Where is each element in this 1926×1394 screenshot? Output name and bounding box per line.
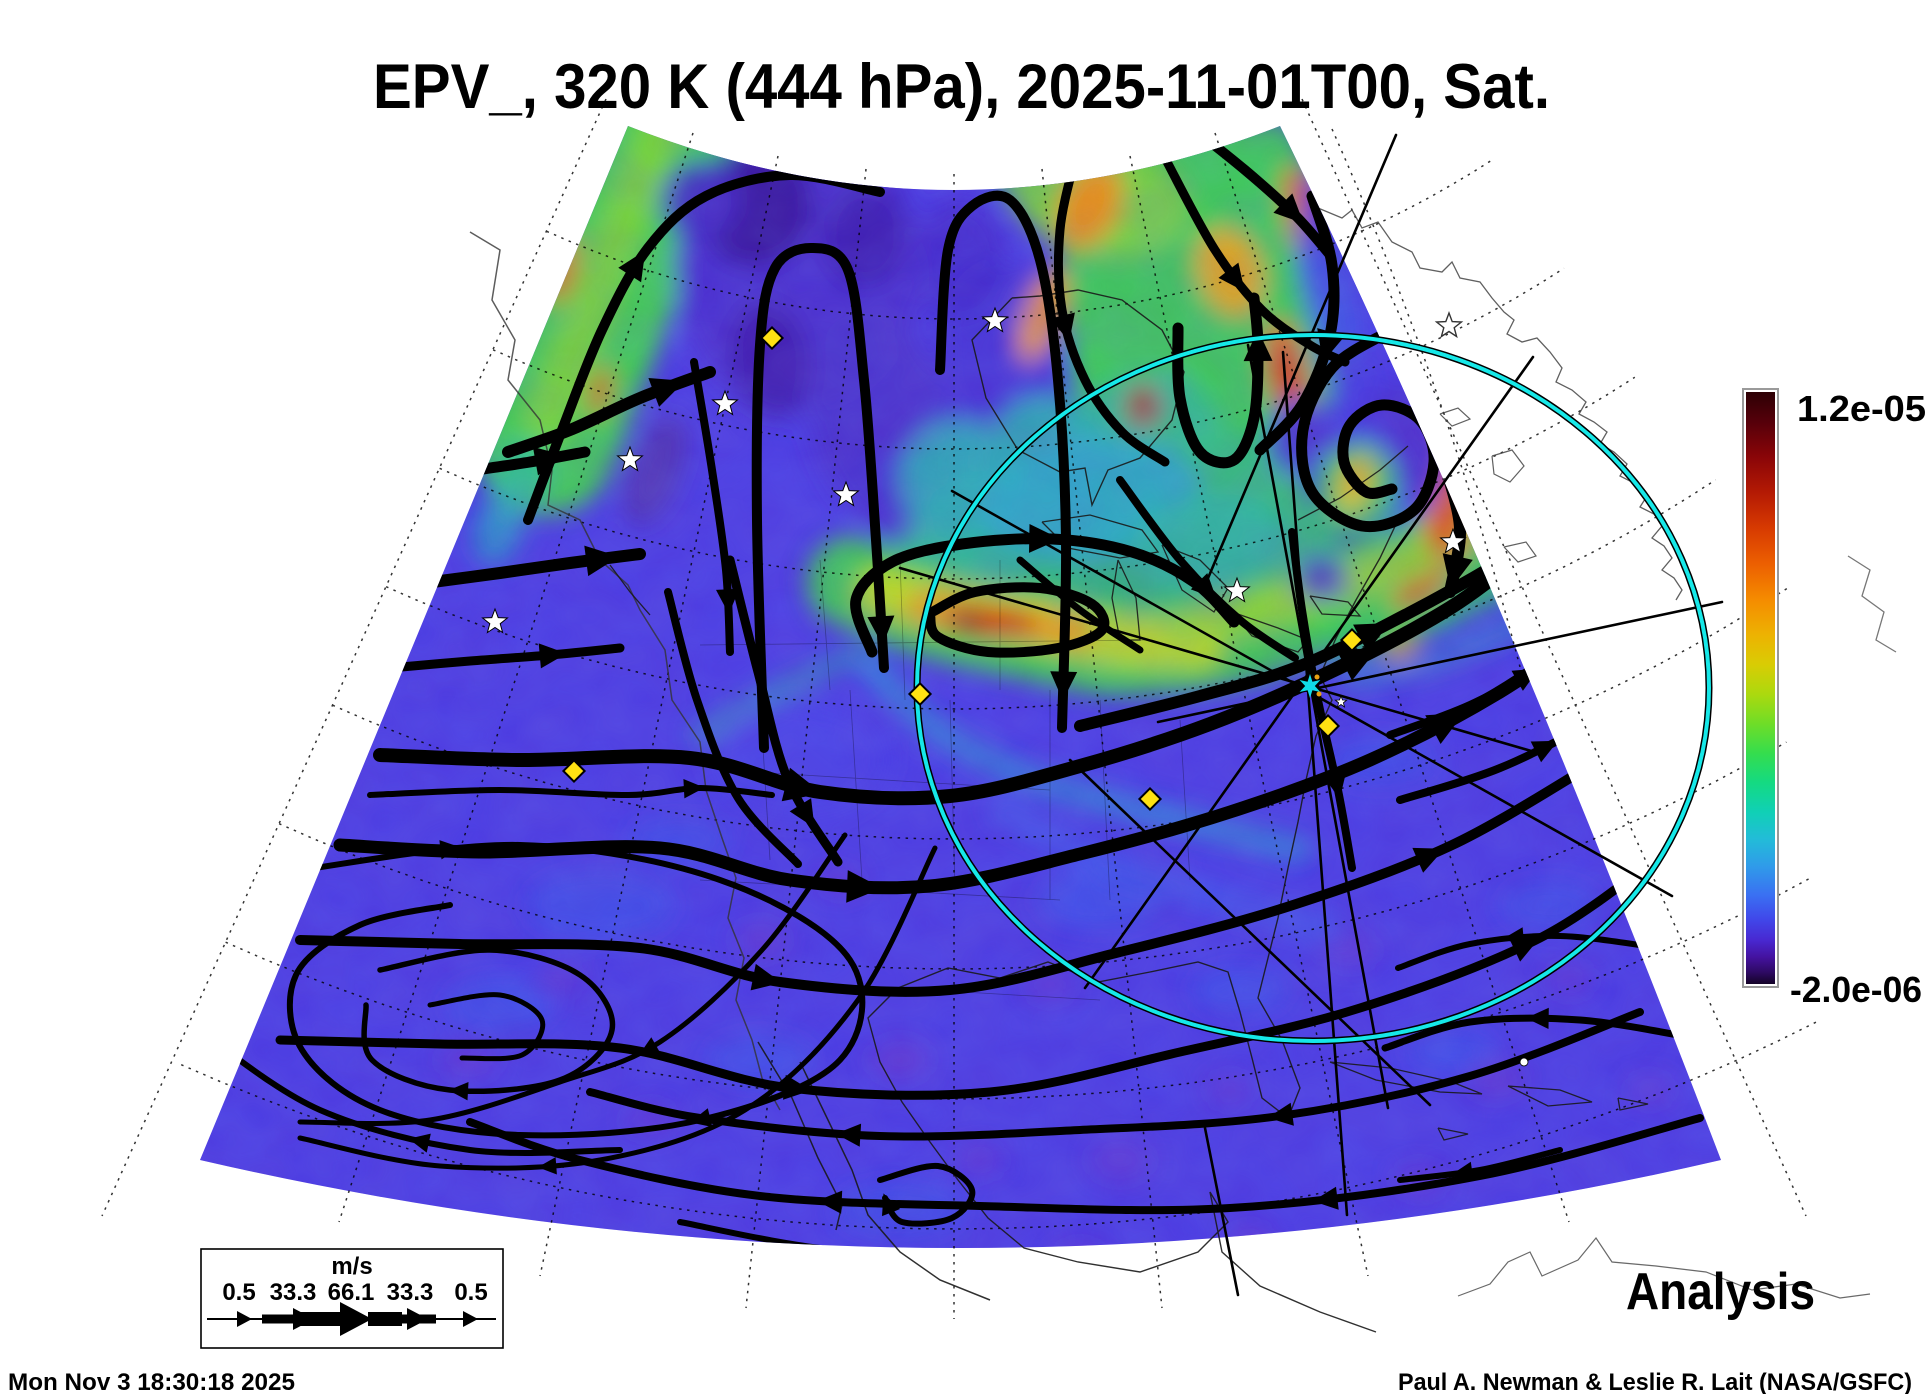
svg-text:m/s: m/s — [331, 1253, 372, 1280]
svg-text:Paul A. Newman & Leslie R. Lai: Paul A. Newman & Leslie R. Lait (NASA/GS… — [1398, 1369, 1912, 1394]
svg-text:EPV_, 320 K (444 hPa), 2025-11: EPV_, 320 K (444 hPa), 2025-11-01T00, Sa… — [373, 52, 1550, 122]
svg-text:-2.0e-06: -2.0e-06 — [1790, 969, 1922, 1010]
svg-text:Mon Nov 3 18:30:18 2025: Mon Nov 3 18:30:18 2025 — [8, 1369, 295, 1394]
svg-text:0.5: 0.5 — [454, 1279, 487, 1306]
svg-text:33.3: 33.3 — [387, 1279, 434, 1306]
svg-text:Analysis: Analysis — [1626, 1263, 1815, 1321]
svg-text:33.3: 33.3 — [270, 1279, 317, 1306]
svg-text:1.2e-05: 1.2e-05 — [1797, 388, 1926, 429]
svg-text:66.1: 66.1 — [328, 1279, 375, 1306]
svg-text:0.5: 0.5 — [222, 1279, 255, 1306]
